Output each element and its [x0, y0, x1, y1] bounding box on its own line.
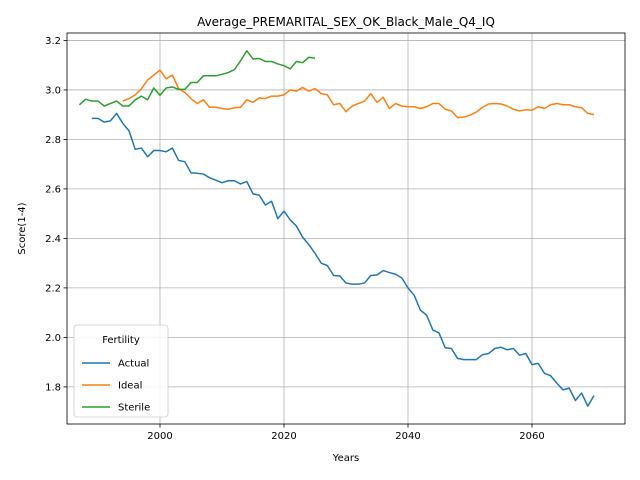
series-line-ideal — [122, 69, 595, 119]
chart-title: Average_PREMARITAL_SEX_OK_Black_Male_Q4_… — [197, 15, 495, 29]
legend: Fertility Actual Ideal Sterile — [73, 324, 169, 418]
x-axis-label: Years — [332, 453, 359, 464]
legend-label-sterile: Sterile — [118, 403, 150, 414]
y-tick-label: 3.2 — [45, 36, 61, 47]
y-tick-label: 2.2 — [45, 283, 61, 294]
series-line-actual — [91, 112, 595, 407]
legend-title: Fertility — [102, 335, 140, 346]
y-tick-label: 2.0 — [45, 333, 61, 344]
y-tick-label: 2.4 — [45, 234, 61, 245]
legend-box — [73, 324, 169, 418]
x-tick-label: 2000 — [147, 431, 172, 442]
legend-label-actual: Actual — [118, 359, 149, 370]
x-tick-label: 2020 — [271, 431, 296, 442]
y-axis-label: Score(1-4) — [17, 202, 28, 254]
axes-frame — [66, 32, 626, 425]
x-tick-label: 2040 — [395, 431, 420, 442]
y-tick-label: 2.8 — [45, 135, 61, 146]
legend-label-ideal: Ideal — [118, 381, 142, 392]
tick-group: 2000 2020 2040 2060 1.8 2.0 2.2 2.4 2.6 2.8 3.0 3.2 — [45, 36, 545, 442]
x-tick-label: 2060 — [519, 431, 544, 442]
y-tick-label: 3.0 — [45, 85, 61, 96]
series-line-sterile — [78, 50, 316, 107]
y-tick-label: 2.6 — [45, 184, 61, 195]
grid — [67, 33, 625, 424]
y-tick-label: 1.8 — [45, 382, 61, 393]
series-group — [78, 50, 595, 407]
